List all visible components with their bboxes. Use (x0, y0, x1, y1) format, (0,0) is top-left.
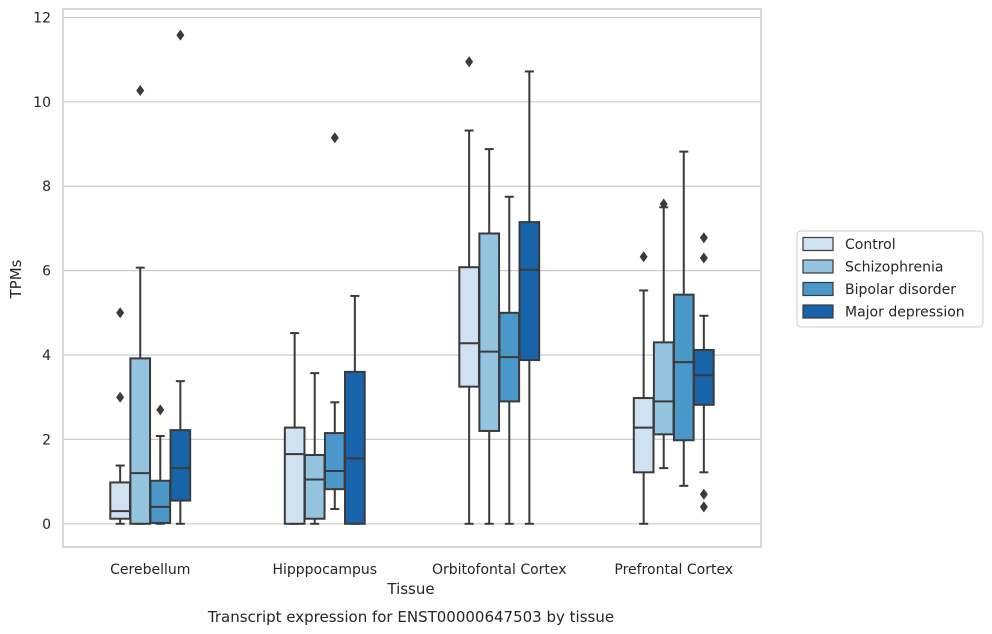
y-tick-label: 8 (42, 179, 51, 195)
chart-caption: Transcript expression for ENST0000064750… (207, 608, 614, 626)
box-bipolar-disorder (149, 404, 172, 525)
legend-label: Schizophrenia (845, 260, 943, 276)
outlier-point (639, 251, 648, 263)
legend-swatch (802, 304, 834, 319)
outlier-point (330, 132, 339, 144)
box-iqr (652, 341, 675, 436)
x-tick-label: Prefrontal Cortex (614, 562, 733, 578)
box-iqr (283, 426, 306, 525)
outlier-point (116, 391, 125, 403)
box-schizophrenia (652, 198, 675, 470)
box-iqr (149, 479, 172, 524)
legend-swatch (802, 236, 834, 252)
outlier-point (699, 501, 708, 513)
box-iqr (478, 232, 501, 432)
plot-frame (62, 8, 762, 548)
box-control (458, 56, 480, 525)
box-iqr (632, 397, 655, 474)
x-tick-label: Hipppocampus (272, 562, 377, 578)
y-tick-label: 0 (42, 517, 51, 533)
box-iqr (303, 454, 326, 520)
box-iqr (518, 221, 541, 362)
legend-swatch (802, 281, 834, 297)
box-control (109, 307, 131, 525)
outlier-point (465, 56, 474, 68)
legend: Control Schizophrenia Bipolar disorder Majo… (796, 230, 984, 328)
y-tick-label: 4 (42, 348, 51, 364)
box-iqr (169, 429, 192, 502)
y-tick-label: 10 (33, 95, 51, 111)
box-iqr (344, 370, 366, 525)
box-iqr (458, 266, 480, 388)
box-major-depression (169, 29, 192, 525)
outlier-point (699, 252, 708, 264)
x-tick-label: Orbitofontal Cortex (432, 562, 567, 578)
x-tick-label: Cerebellum (110, 562, 190, 578)
outlier-point (176, 29, 185, 41)
box-major-depression (693, 232, 715, 513)
outlier-point (136, 84, 145, 96)
box-major-depression (518, 70, 541, 525)
y-axis-title: TPMs (7, 259, 25, 299)
legend-label: Bipolar disorder (845, 282, 956, 298)
box-layer (109, 29, 715, 525)
legend-label: Major depression (845, 305, 965, 321)
box-schizophrenia (478, 148, 501, 525)
box-iqr (323, 432, 346, 491)
box-iqr (672, 293, 695, 442)
y-tick-label: 2 (42, 432, 51, 448)
box-schizophrenia (129, 84, 152, 525)
box-control (632, 251, 655, 525)
x-tick-labels: Cerebellum Hipppocampus Orbitofontal Corte… (110, 562, 733, 578)
outlier-point (156, 404, 165, 416)
legend-swatch (802, 259, 834, 274)
outlier-point (699, 488, 708, 500)
box-iqr (129, 357, 152, 525)
outlier-point (116, 307, 125, 319)
y-tick-label: 6 (42, 264, 51, 280)
box-major-depression (344, 294, 366, 525)
y-tick-label: 12 (33, 10, 51, 26)
legend-label: Control (845, 237, 896, 253)
x-axis-title: Tissue (386, 580, 434, 598)
outlier-point (659, 198, 668, 210)
box-bipolar-disorder (672, 150, 695, 487)
box-schizophrenia (303, 372, 326, 525)
outlier-point (699, 232, 708, 244)
box-bipolar-disorder (498, 195, 521, 525)
box-iqr (109, 481, 131, 520)
legend-frame (796, 230, 984, 328)
y-tick-labels: 0 2 4 6 8 10 12 (33, 10, 51, 532)
box-iqr (693, 348, 715, 406)
